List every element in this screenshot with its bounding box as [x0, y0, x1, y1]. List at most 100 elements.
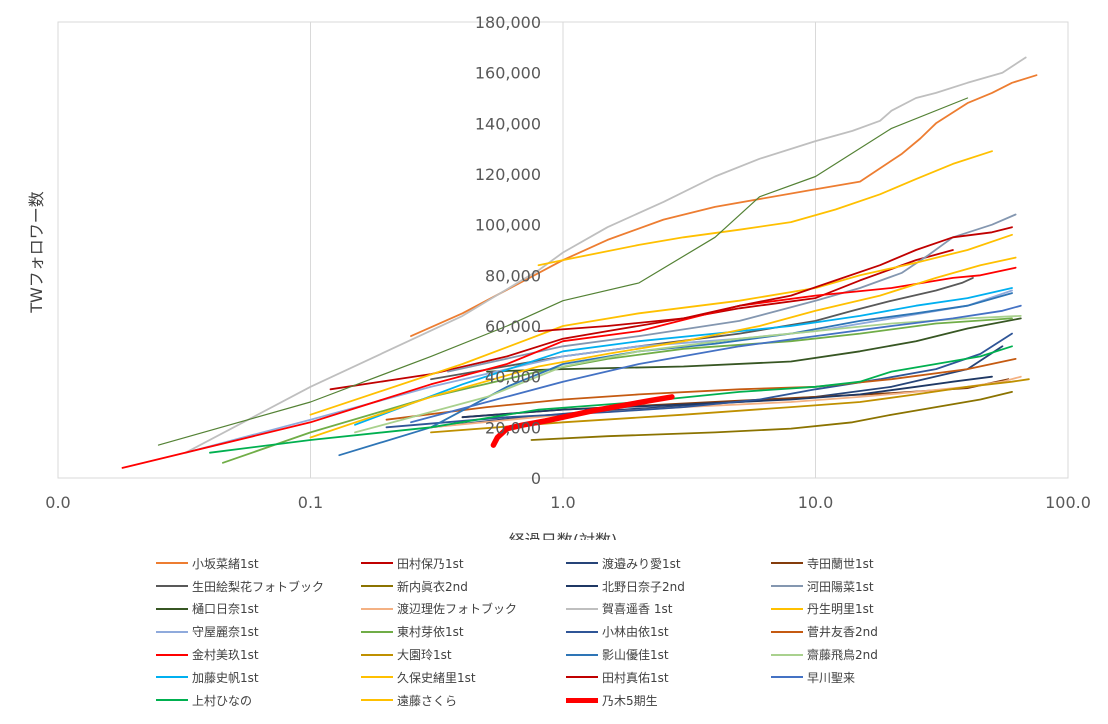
series-line-24 — [209, 345, 1013, 454]
legend-label: 加藤史帆1st — [192, 670, 259, 685]
x-tick-label: 0.1 — [298, 493, 323, 512]
legend-label: 菅井友香2nd — [807, 625, 878, 640]
legend-swatch — [361, 676, 393, 679]
legend-swatch — [566, 676, 598, 679]
legend-swatch — [156, 653, 188, 656]
legend-item: 加藤史帆1st — [156, 666, 361, 689]
legend-swatch — [361, 585, 393, 588]
series-line-5 — [530, 390, 1013, 441]
legend-swatch — [771, 607, 803, 610]
legend-item: 新内眞衣2nd — [361, 575, 566, 598]
legend-item: 北野日奈子2nd — [566, 575, 771, 598]
legend-swatch — [361, 562, 393, 565]
x-axis-ticks: 0.0 0.1 1.0 10.0 100.0 — [45, 493, 1091, 512]
y-tick-label: 0 — [531, 469, 541, 488]
legend-label: 大園玲1st — [397, 648, 452, 663]
legend-swatch — [361, 653, 393, 656]
x-tick-label: 0.0 — [45, 493, 70, 512]
legend-item: 乃木5期生 — [566, 689, 771, 712]
legend-item: 賀喜遥香 1st — [566, 598, 771, 621]
series-line-20 — [354, 287, 1013, 426]
legend-swatch — [361, 630, 393, 633]
series-line-21 — [537, 150, 993, 267]
y-tick-label: 20,000 — [485, 418, 541, 437]
series-line-0 — [410, 74, 1038, 338]
legend-item: 守屋麗奈1st — [156, 620, 361, 643]
legend-swatch — [566, 562, 598, 565]
legend-swatch — [156, 676, 188, 679]
series-line-16 — [121, 266, 1017, 469]
series-line-17 — [430, 378, 1030, 434]
legend-swatch — [156, 607, 188, 610]
legend-swatch — [566, 607, 598, 610]
legend-item: 久保史緒里1st — [361, 666, 566, 689]
legend-item: 遠藤さくら — [361, 689, 566, 712]
legend-item: 生田絵梨花フォトブック — [156, 575, 361, 598]
legend-swatch — [771, 653, 803, 656]
series-line-12 — [184, 289, 1013, 454]
legend-swatch — [156, 630, 188, 633]
x-tick-label: 10.0 — [798, 493, 834, 512]
y-tick-label: 180,000 — [475, 13, 541, 32]
legend-label: 遠藤さくら — [397, 693, 458, 708]
legend-item: 樋口日奈1st — [156, 598, 361, 621]
legend-item: 渡邉みり愛1st — [566, 552, 771, 575]
line-chart: 0 20,000 40,000 60,000 80,000 100,000 120,000 1… — [27, 13, 1091, 540]
legend-label: 上村ひなの — [192, 693, 253, 708]
legend-label: 河田陽菜1st — [807, 579, 874, 594]
y-tick-label: 80,000 — [485, 266, 541, 285]
series-line-10 — [184, 56, 1027, 454]
y-tick-label: 120,000 — [475, 165, 541, 184]
legend-label: 田村真佑1st — [602, 670, 669, 685]
series-line-6 — [461, 375, 993, 419]
legend-label: 賀喜遥香 1st — [602, 602, 673, 617]
legend-swatch — [566, 585, 598, 588]
legend-swatch — [566, 653, 598, 656]
x-tick-label: 1.0 — [550, 493, 575, 512]
legend-label: 新内眞衣2nd — [397, 579, 468, 594]
legend-item: 早川聖来 — [771, 666, 976, 689]
series-lines — [121, 56, 1038, 469]
y-tick-label: 60,000 — [485, 317, 541, 336]
legend-label: 生田絵梨花フォトブック — [192, 579, 325, 594]
legend-swatch — [771, 585, 803, 588]
legend-item: 寺田蘭世1st — [771, 552, 976, 575]
legend-label: 丹生明里1st — [807, 602, 874, 617]
legend-swatch — [361, 607, 393, 610]
legend-label: 齋藤飛鳥2nd — [807, 648, 878, 663]
legend-swatch — [566, 697, 598, 703]
series-line-26 — [490, 394, 675, 448]
series-line-14 — [385, 332, 1013, 429]
legend-item: 金村美玖1st — [156, 643, 361, 666]
legend-label: 渡邉みり愛1st — [602, 556, 681, 571]
legend-item: 小坂菜緒1st — [156, 552, 361, 575]
x-tick-label: 100.0 — [1045, 493, 1091, 512]
legend: 小坂菜緒1st 田村保乃1st 渡邉みり愛1st 寺田蘭世1st 生田絵梨花フォトブック… — [156, 552, 976, 712]
legend-item: 田村保乃1st — [361, 552, 566, 575]
series-line-15 — [385, 357, 1017, 421]
series-line-13 — [221, 317, 1013, 464]
legend-item: 上村ひなの — [156, 689, 361, 712]
legend-item: 影山優佳1st — [566, 643, 771, 666]
series-line-18 — [338, 292, 1013, 457]
series-line-23 — [410, 304, 1022, 424]
x-axis-title: 経過日数(対数) — [509, 531, 618, 540]
legend-swatch — [156, 699, 188, 702]
legend-item: 齋藤飛鳥2nd — [771, 643, 976, 666]
legend-label: 渡辺理佐フォトブック — [397, 602, 518, 617]
legend-swatch — [156, 562, 188, 565]
y-tick-label: 100,000 — [475, 216, 541, 235]
y-axis-title: TWフォロワー数 — [27, 191, 46, 314]
series-line-25 — [309, 256, 1017, 439]
series-line-27 — [157, 97, 969, 446]
legend-label: 樋口日奈1st — [192, 602, 259, 617]
legend-item: 河田陽菜1st — [771, 575, 976, 598]
legend-label: 金村美玖1st — [192, 648, 259, 663]
legend-label: 田村保乃1st — [397, 556, 464, 571]
legend-label: 寺田蘭世1st — [807, 556, 874, 571]
legend-label: 影山優佳1st — [602, 648, 669, 663]
legend-swatch — [771, 562, 803, 565]
y-tick-label: 160,000 — [475, 64, 541, 83]
legend-label: 北野日奈子2nd — [602, 579, 685, 594]
series-line-11 — [309, 233, 1013, 416]
